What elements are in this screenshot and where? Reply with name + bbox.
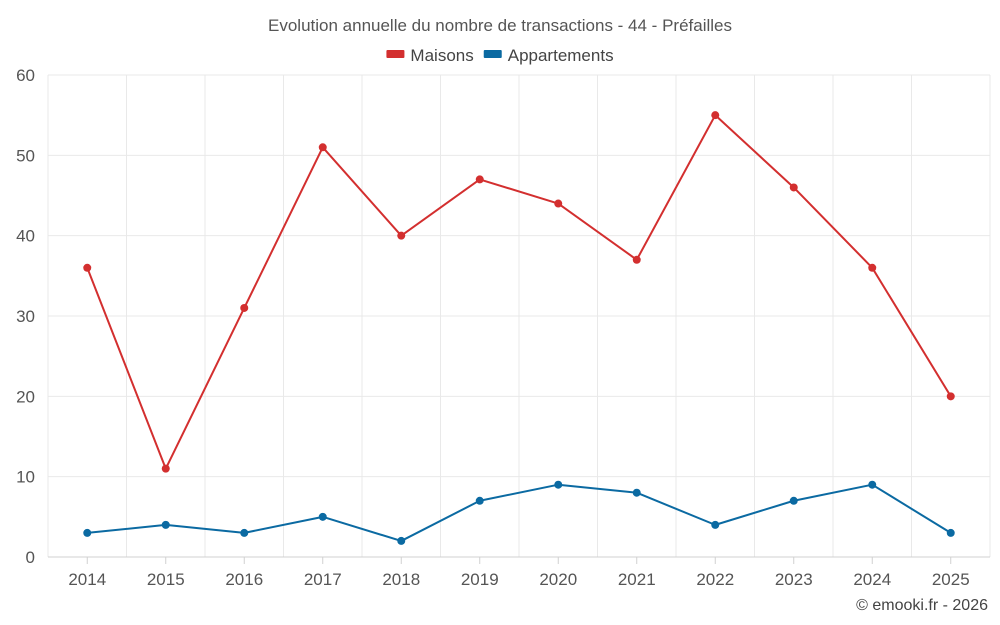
data-point[interactable] xyxy=(632,255,641,264)
series-line xyxy=(86,114,952,470)
legend-swatch xyxy=(386,50,405,58)
series-maisons xyxy=(83,111,955,473)
x-tick-label: 2015 xyxy=(147,570,185,589)
y-tick-label: 50 xyxy=(16,146,35,165)
data-point[interactable] xyxy=(868,480,877,489)
x-tick-label: 2020 xyxy=(539,570,577,589)
y-tick-label: 0 xyxy=(26,548,35,567)
data-point[interactable] xyxy=(711,520,720,529)
legend: Maisons Appartements xyxy=(386,46,614,65)
data-point[interactable] xyxy=(161,464,170,473)
credit-text: © emooki.fr - 2026 xyxy=(856,597,988,614)
y-tick-label: 40 xyxy=(16,227,35,246)
data-point[interactable] xyxy=(161,520,170,529)
y-tick-label: 60 xyxy=(16,66,35,85)
legend-swatch xyxy=(483,50,502,58)
data-point[interactable] xyxy=(789,183,798,192)
series-layer xyxy=(83,111,955,545)
grid xyxy=(47,74,991,557)
x-tick-label: 2022 xyxy=(696,570,734,589)
data-point[interactable] xyxy=(397,536,406,545)
x-tick-label: 2018 xyxy=(382,570,420,589)
y-tick-label: 30 xyxy=(16,307,35,326)
data-point[interactable] xyxy=(946,528,955,537)
data-point[interactable] xyxy=(868,263,877,272)
x-tick-label: 2017 xyxy=(304,570,342,589)
y-tick-label: 10 xyxy=(16,468,35,487)
x-tick-label: 2016 xyxy=(225,570,263,589)
axes: 0 10 20 30 40 50 60 2014 2015 2016 2017 2018 2019 202… xyxy=(16,66,990,589)
data-point[interactable] xyxy=(475,496,484,505)
legend-item-appartements[interactable]: Appartements xyxy=(483,46,614,65)
data-point[interactable] xyxy=(475,175,484,184)
x-tick-label: 2021 xyxy=(618,570,656,589)
data-point[interactable] xyxy=(711,111,720,120)
series-line xyxy=(87,483,952,542)
data-point[interactable] xyxy=(632,488,641,497)
x-tick-label: 2014 xyxy=(68,570,106,589)
data-point[interactable] xyxy=(554,199,563,208)
data-point[interactable] xyxy=(946,392,955,401)
data-point[interactable] xyxy=(789,496,798,505)
legend-item-maisons[interactable]: Maisons xyxy=(386,46,474,65)
x-tick-label: 2019 xyxy=(461,570,499,589)
legend-label: Appartements xyxy=(508,46,614,65)
y-tick-label: 20 xyxy=(16,387,35,406)
data-point[interactable] xyxy=(240,528,249,537)
data-point[interactable] xyxy=(318,143,327,152)
data-point[interactable] xyxy=(240,303,249,312)
data-point[interactable] xyxy=(318,512,327,521)
x-tick-label: 2024 xyxy=(853,570,891,589)
data-point[interactable] xyxy=(397,231,406,240)
x-tick-label: 2023 xyxy=(775,570,813,589)
series-appartements xyxy=(83,480,955,545)
legend-label: Maisons xyxy=(410,46,473,65)
chart-title: Evolution annuelle du nombre de transact… xyxy=(268,16,732,35)
data-point[interactable] xyxy=(83,528,92,537)
x-tick-label: 2025 xyxy=(932,570,970,589)
data-point[interactable] xyxy=(83,263,92,272)
data-point[interactable] xyxy=(554,480,563,489)
